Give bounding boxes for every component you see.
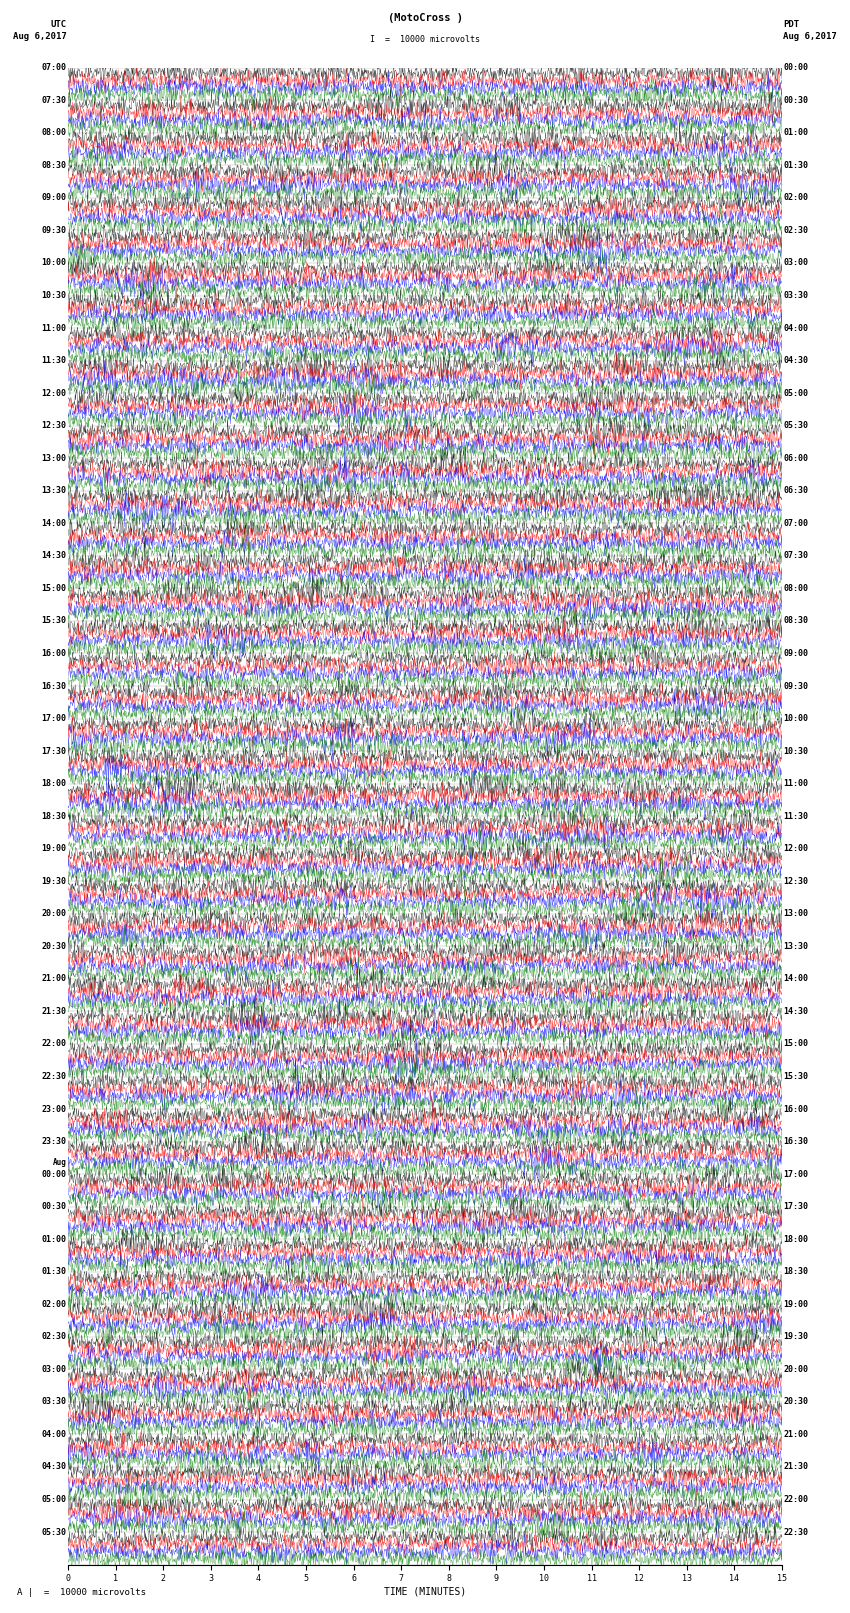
Text: 19:00: 19:00 — [784, 1300, 808, 1308]
Text: 01:30: 01:30 — [42, 1268, 66, 1276]
Text: 22:00: 22:00 — [784, 1495, 808, 1503]
Text: 18:00: 18:00 — [42, 779, 66, 789]
Text: 14:30: 14:30 — [784, 1007, 808, 1016]
Text: 04:00: 04:00 — [784, 324, 808, 332]
Text: 11:00: 11:00 — [784, 779, 808, 789]
Text: 12:00: 12:00 — [42, 389, 66, 398]
Text: 07:30: 07:30 — [42, 95, 66, 105]
Text: 19:30: 19:30 — [784, 1332, 808, 1342]
Text: 14:30: 14:30 — [42, 552, 66, 560]
Text: UTC
Aug 6,2017: UTC Aug 6,2017 — [13, 19, 66, 40]
Text: 20:00: 20:00 — [42, 910, 66, 918]
Text: 21:00: 21:00 — [784, 1431, 808, 1439]
Text: 16:30: 16:30 — [784, 1137, 808, 1147]
Text: 07:00: 07:00 — [42, 63, 66, 73]
Text: 00:30: 00:30 — [42, 1202, 66, 1211]
Text: 02:00: 02:00 — [42, 1300, 66, 1308]
Text: 11:30: 11:30 — [784, 811, 808, 821]
X-axis label: TIME (MINUTES): TIME (MINUTES) — [384, 1586, 466, 1597]
Text: 18:00: 18:00 — [784, 1234, 808, 1244]
Text: A |  =  10000 microvolts: A | = 10000 microvolts — [17, 1587, 146, 1597]
Text: 19:30: 19:30 — [42, 877, 66, 886]
Text: 09:00: 09:00 — [42, 194, 66, 202]
Text: 16:00: 16:00 — [42, 648, 66, 658]
Text: 17:30: 17:30 — [784, 1202, 808, 1211]
Text: 20:30: 20:30 — [42, 942, 66, 950]
Text: 10:30: 10:30 — [42, 290, 66, 300]
Text: 16:00: 16:00 — [784, 1105, 808, 1113]
Text: 05:00: 05:00 — [784, 389, 808, 398]
Text: 01:00: 01:00 — [42, 1234, 66, 1244]
Text: 13:00: 13:00 — [784, 910, 808, 918]
Text: 13:00: 13:00 — [42, 453, 66, 463]
Text: 04:30: 04:30 — [42, 1463, 66, 1471]
Text: 09:00: 09:00 — [784, 648, 808, 658]
Text: PDT
Aug 6,2017: PDT Aug 6,2017 — [784, 19, 837, 40]
Text: 09:30: 09:30 — [42, 226, 66, 235]
Text: (MotoCross ): (MotoCross ) — [388, 13, 462, 23]
Text: I  =  10000 microvolts: I = 10000 microvolts — [370, 35, 480, 44]
Text: 21:30: 21:30 — [784, 1463, 808, 1471]
Text: 02:30: 02:30 — [784, 226, 808, 235]
Text: 08:00: 08:00 — [784, 584, 808, 594]
Text: 00:00: 00:00 — [42, 1169, 66, 1179]
Text: 14:00: 14:00 — [42, 519, 66, 527]
Text: 10:00: 10:00 — [784, 715, 808, 723]
Text: 13:30: 13:30 — [42, 486, 66, 495]
Text: 02:00: 02:00 — [784, 194, 808, 202]
Text: 15:00: 15:00 — [784, 1039, 808, 1048]
Text: 20:00: 20:00 — [784, 1365, 808, 1374]
Text: 06:00: 06:00 — [784, 453, 808, 463]
Text: 05:30: 05:30 — [42, 1528, 66, 1537]
Text: 01:30: 01:30 — [784, 161, 808, 169]
Text: 19:00: 19:00 — [42, 844, 66, 853]
Text: 15:00: 15:00 — [42, 584, 66, 594]
Text: 03:00: 03:00 — [42, 1365, 66, 1374]
Text: 21:00: 21:00 — [42, 974, 66, 984]
Text: 12:30: 12:30 — [784, 877, 808, 886]
Text: 07:30: 07:30 — [784, 552, 808, 560]
Text: 03:30: 03:30 — [784, 290, 808, 300]
Text: 14:00: 14:00 — [784, 974, 808, 984]
Text: 23:00: 23:00 — [42, 1105, 66, 1113]
Text: 00:00: 00:00 — [784, 63, 808, 73]
Text: 17:00: 17:00 — [42, 715, 66, 723]
Text: 07:00: 07:00 — [784, 519, 808, 527]
Text: 03:00: 03:00 — [784, 258, 808, 268]
Text: 21:30: 21:30 — [42, 1007, 66, 1016]
Text: 06:30: 06:30 — [784, 486, 808, 495]
Text: 22:30: 22:30 — [784, 1528, 808, 1537]
Text: 11:00: 11:00 — [42, 324, 66, 332]
Text: 15:30: 15:30 — [42, 616, 66, 626]
Text: 18:30: 18:30 — [42, 811, 66, 821]
Text: 13:30: 13:30 — [784, 942, 808, 950]
Text: 18:30: 18:30 — [784, 1268, 808, 1276]
Text: 09:30: 09:30 — [784, 682, 808, 690]
Text: 01:00: 01:00 — [784, 129, 808, 137]
Text: 05:00: 05:00 — [42, 1495, 66, 1503]
Text: Aug: Aug — [53, 1158, 66, 1168]
Text: 02:30: 02:30 — [42, 1332, 66, 1342]
Text: 00:30: 00:30 — [784, 95, 808, 105]
Text: 22:30: 22:30 — [42, 1073, 66, 1081]
Text: 08:30: 08:30 — [42, 161, 66, 169]
Text: 04:30: 04:30 — [784, 356, 808, 365]
Text: 08:30: 08:30 — [784, 616, 808, 626]
Text: 03:30: 03:30 — [42, 1397, 66, 1407]
Text: 08:00: 08:00 — [42, 129, 66, 137]
Text: 17:30: 17:30 — [42, 747, 66, 755]
Text: 23:30: 23:30 — [42, 1137, 66, 1147]
Text: 12:00: 12:00 — [784, 844, 808, 853]
Text: 15:30: 15:30 — [784, 1073, 808, 1081]
Text: 12:30: 12:30 — [42, 421, 66, 431]
Text: 16:30: 16:30 — [42, 682, 66, 690]
Text: 17:00: 17:00 — [784, 1169, 808, 1179]
Text: 22:00: 22:00 — [42, 1039, 66, 1048]
Text: 04:00: 04:00 — [42, 1431, 66, 1439]
Text: 10:30: 10:30 — [784, 747, 808, 755]
Text: 10:00: 10:00 — [42, 258, 66, 268]
Text: 20:30: 20:30 — [784, 1397, 808, 1407]
Text: 11:30: 11:30 — [42, 356, 66, 365]
Text: 05:30: 05:30 — [784, 421, 808, 431]
